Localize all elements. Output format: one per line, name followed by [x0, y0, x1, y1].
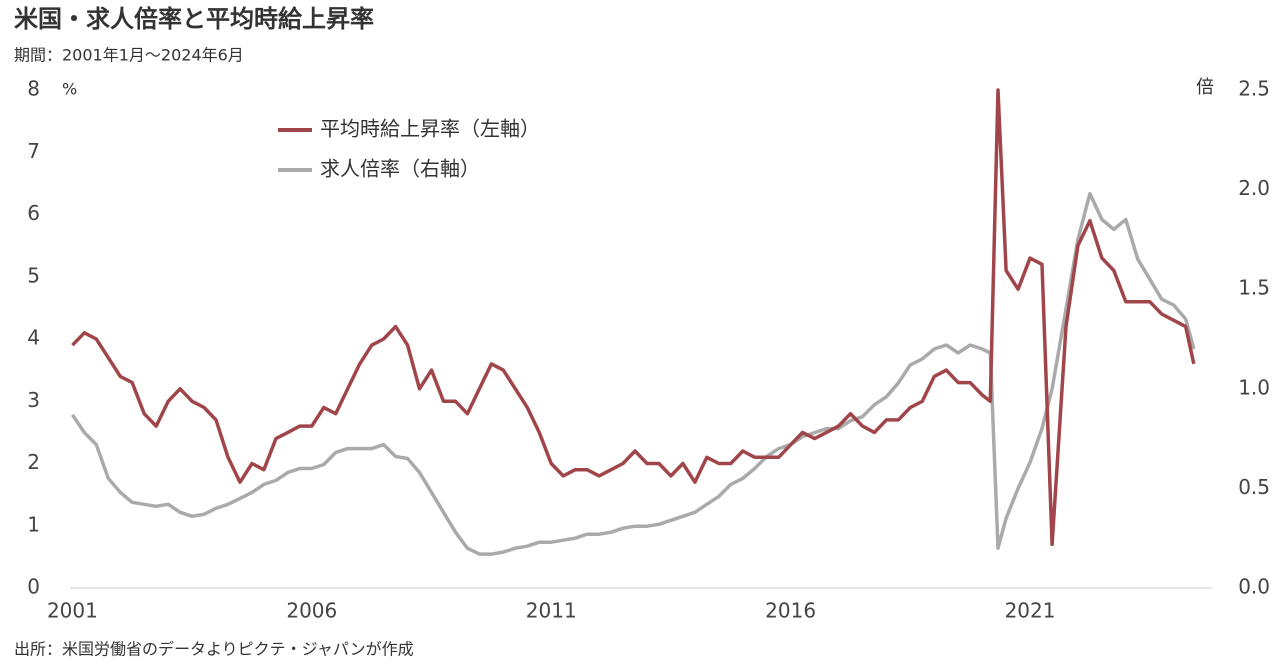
y2-tick-label: 0.0 — [1238, 575, 1270, 599]
y2-axis-unit: 倍 — [1196, 77, 1214, 98]
y2-tick-label: 0.5 — [1238, 475, 1270, 499]
y-tick-label: 1 — [27, 512, 40, 536]
y-tick-label: 2 — [27, 450, 40, 474]
y-tick-label: 7 — [27, 139, 40, 163]
y-tick-label: 0 — [27, 575, 40, 599]
x-tick-label: 2006 — [286, 599, 337, 623]
source: 出所：米国労働省のデータよりピクテ・ジャパンが作成 — [14, 640, 414, 659]
y-tick-label: 3 — [27, 388, 40, 412]
legend-label: 平均時給上昇率（左軸） — [320, 117, 540, 141]
y2-tick-label: 1.5 — [1238, 276, 1270, 300]
y2-tick-label: 2.0 — [1238, 176, 1270, 200]
y2-tick-label: 1.0 — [1238, 375, 1270, 399]
y-tick-label: 4 — [27, 326, 40, 350]
y2-tick-label: 2.5 — [1238, 77, 1270, 101]
y-axis-unit: % — [62, 80, 77, 99]
y-tick-label: 5 — [27, 263, 40, 287]
x-tick-label: 2016 — [765, 599, 816, 623]
series-line — [70, 191, 1196, 556]
x-tick-label: 2001 — [47, 599, 98, 623]
series-line — [71, 88, 1196, 547]
subtitle: 期間：2001年1月～2024年6月 — [14, 46, 244, 65]
y-tick-label: 8 — [27, 77, 40, 101]
chart-title: 米国・求人倍率と平均時給上昇率 — [14, 5, 374, 33]
legend-label: 求人倍率（右軸） — [320, 157, 480, 181]
x-tick-label: 2011 — [526, 599, 577, 623]
x-tick-label: 2021 — [1005, 599, 1056, 623]
y-tick-label: 6 — [27, 201, 40, 225]
